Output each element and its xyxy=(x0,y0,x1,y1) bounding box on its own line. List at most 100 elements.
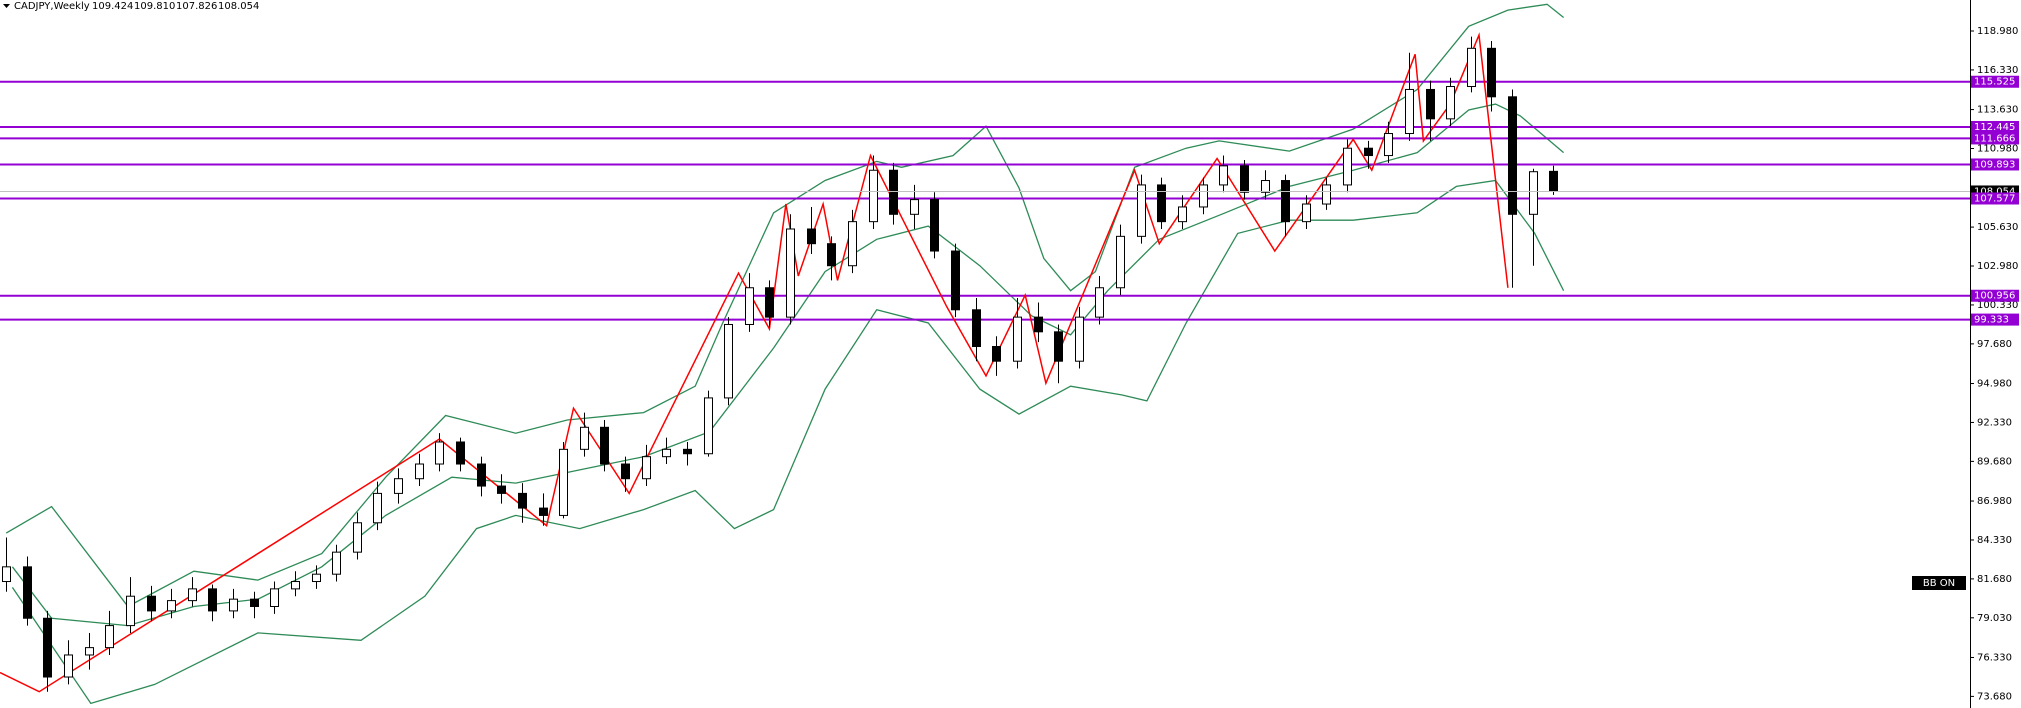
candle-body xyxy=(972,309,981,348)
candle-body xyxy=(477,463,486,487)
candle-body xyxy=(270,588,279,608)
y-tick-label: 94.980 xyxy=(1977,379,2012,390)
y-tick-label: 89.680 xyxy=(1977,456,2012,467)
candle-body xyxy=(229,598,238,612)
candle-body xyxy=(23,566,32,619)
candle-body xyxy=(600,426,609,465)
candle-body xyxy=(1508,96,1517,215)
level-label: 107.577 xyxy=(1974,193,2015,204)
level-label: 115.525 xyxy=(1974,77,2015,88)
quote-open: 109.424 xyxy=(92,1,133,12)
candle-body xyxy=(415,463,424,480)
level-label-box xyxy=(1971,75,2019,88)
candle-body xyxy=(1426,88,1435,120)
y-tick-label: 79.030 xyxy=(1977,613,2012,624)
candle-body xyxy=(848,221,857,267)
candle-body xyxy=(2,566,11,583)
candle-body xyxy=(786,228,795,318)
candle-body xyxy=(1487,47,1496,98)
candle-body xyxy=(1529,171,1538,215)
candle-body xyxy=(250,598,259,608)
candle-body xyxy=(1384,133,1393,157)
level-label: 109.893 xyxy=(1974,159,2015,170)
y-tick-label: 105.630 xyxy=(1977,222,2018,233)
candle-body xyxy=(1281,180,1290,223)
indicator-label: BB ON xyxy=(1923,578,1955,589)
candle-body xyxy=(642,456,651,480)
menu-triangle xyxy=(3,4,10,8)
candle-body xyxy=(683,448,692,455)
candle-body xyxy=(167,600,176,612)
candle-body xyxy=(1467,47,1476,88)
quote-high: 109.810 xyxy=(134,1,175,12)
candle-body xyxy=(930,199,939,252)
candle-body xyxy=(188,588,197,602)
quote-low: 107.826 xyxy=(176,1,217,12)
level-label-box xyxy=(1971,289,2019,302)
candle-body xyxy=(724,323,733,399)
level-label-box xyxy=(1971,313,2019,326)
bollinger-band xyxy=(5,3,1565,608)
candle-body xyxy=(43,617,52,678)
candle-body xyxy=(85,647,94,656)
y-tick-label: 110.980 xyxy=(1977,144,2018,155)
candle-body xyxy=(1116,235,1125,289)
candle-body xyxy=(745,287,754,325)
candle-body xyxy=(1219,165,1228,186)
candle-body xyxy=(1075,316,1084,362)
candle-body xyxy=(394,478,403,494)
candle-body xyxy=(1261,180,1270,193)
candle-body xyxy=(827,243,836,267)
y-tick-label: 81.680 xyxy=(1977,574,2012,585)
symbol: CADJPY,Weekly xyxy=(14,1,90,12)
level-label: 112.445 xyxy=(1974,122,2015,133)
candle-body xyxy=(435,441,444,465)
level-label-box xyxy=(1971,132,2019,145)
candle-body xyxy=(910,199,919,215)
candle-body xyxy=(992,346,1001,362)
candle-body xyxy=(951,250,960,311)
y-tick-label: 97.680 xyxy=(1977,339,2012,350)
candle-body xyxy=(1322,184,1331,205)
candle-body xyxy=(353,522,362,553)
y-tick-label: 102.980 xyxy=(1977,261,2018,272)
candle-body xyxy=(1405,88,1414,135)
candle-body xyxy=(1034,316,1043,333)
candle-body xyxy=(1446,86,1455,120)
candle-body xyxy=(64,654,73,678)
y-tick-label: 116.330 xyxy=(1977,65,2018,76)
candle-body xyxy=(559,448,568,516)
candle-body xyxy=(1199,184,1208,208)
candle-body xyxy=(126,595,135,627)
level-label: 100.956 xyxy=(1974,291,2015,302)
y-tick-label: 73.680 xyxy=(1977,691,2012,702)
candle-body xyxy=(1343,147,1352,186)
candle-body xyxy=(147,595,156,612)
candle-body xyxy=(621,463,630,480)
candle-body xyxy=(1137,184,1146,237)
candle-body xyxy=(312,573,321,583)
candle-body xyxy=(456,441,465,465)
candle-body xyxy=(704,397,713,455)
candle-body xyxy=(1178,206,1187,223)
candle-body xyxy=(662,448,671,458)
candle-body xyxy=(889,169,898,215)
candle-body xyxy=(539,507,548,516)
candle-body xyxy=(373,492,382,524)
candle-body xyxy=(1054,331,1063,362)
candle-body xyxy=(291,581,300,590)
candle-body xyxy=(1549,170,1558,192)
y-tick-label: 92.330 xyxy=(1977,417,2012,428)
candle-body xyxy=(765,287,774,318)
current-price-label: 108.054 xyxy=(1974,186,2015,197)
bollinger-band xyxy=(11,179,1565,705)
candle-body xyxy=(105,625,114,649)
indicator-box xyxy=(1912,576,1966,590)
level-label: 111.666 xyxy=(1974,133,2015,144)
y-tick-label: 118.980 xyxy=(1977,26,2018,37)
candle-body xyxy=(1302,203,1311,223)
candle-body xyxy=(332,551,341,575)
y-tick-label: 100.330 xyxy=(1977,300,2018,311)
